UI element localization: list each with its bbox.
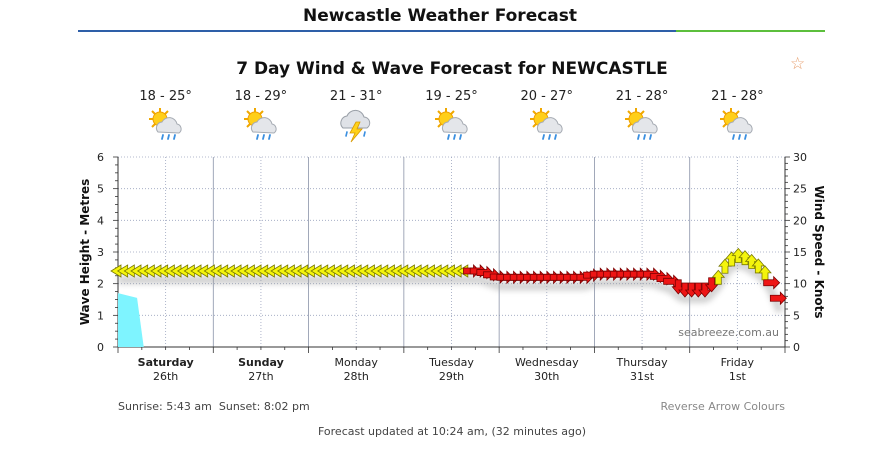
right-tick-label: 10 — [793, 278, 807, 291]
day-label: Wednesday — [515, 356, 579, 369]
left-tick-label: 6 — [97, 151, 104, 164]
weather-icon-row — [0, 106, 880, 146]
title-rule-green — [676, 30, 825, 32]
sun-cloud-rain-icon — [717, 106, 757, 144]
wind-arrow — [758, 265, 772, 281]
watermark-text: seabreeze.com.au — [678, 326, 779, 339]
day-label: Friday — [721, 356, 755, 369]
right-tick-label: 0 — [793, 341, 800, 354]
sun-cloud-rain-icon — [146, 106, 186, 144]
date-label: 1st — [729, 370, 747, 383]
wind-arrow — [704, 277, 719, 293]
left-tick-label: 1 — [97, 309, 104, 322]
day-label: Sunday — [238, 356, 284, 369]
left-tick-label: 2 — [97, 278, 104, 291]
left-axis-title: Wave Height - Metres — [78, 179, 92, 326]
date-label: 27th — [248, 370, 273, 383]
chart-title: 7 Day Wind & Wave Forecast for NEWCASTLE — [236, 59, 668, 79]
sun-cloud-rain-icon — [432, 106, 472, 144]
wind-arrow — [684, 282, 699, 298]
date-label: 28th — [344, 370, 369, 383]
sun-cloud-rain-icon — [527, 106, 567, 144]
sun-times: Sunrise: 5:43 am Sunset: 8:02 pm — [118, 400, 310, 413]
date-label: 30th — [534, 370, 559, 383]
left-tick-label: 4 — [97, 214, 104, 227]
star-outline-icon[interactable]: ☆ — [790, 54, 806, 74]
right-tick-label: 5 — [793, 309, 800, 322]
date-label: 31st — [630, 370, 655, 383]
forecast-updated: Forecast updated at 10:24 am, (32 minute… — [317, 425, 587, 438]
wind-arrow — [731, 247, 746, 263]
title-rule-blue — [78, 30, 676, 32]
day-temperature: 18 - 29° — [234, 89, 288, 104]
day-temperature: 19 - 25° — [425, 89, 478, 104]
wind-arrow — [711, 269, 726, 285]
left-tick-label: 5 — [97, 183, 104, 196]
day-label: Thursday — [615, 356, 668, 369]
wind-arrow — [678, 282, 692, 298]
date-label: 26th — [153, 370, 178, 383]
reverse-arrow-colours-link[interactable]: Reverse Arrow Colours — [660, 400, 786, 413]
day-temperature: 21 - 28° — [711, 89, 764, 104]
right-tick-label: 25 — [793, 183, 807, 196]
sunset-text: Sunset: 8:02 pm — [218, 400, 310, 413]
right-tick-label: 20 — [793, 214, 807, 227]
day-label: Monday — [334, 356, 378, 369]
wind-arrow — [718, 258, 732, 274]
page-title: Newcastle Weather Forecast — [302, 6, 578, 26]
day-temperature: 18 - 25° — [139, 89, 192, 104]
sun-cloud-rain-icon — [622, 106, 662, 144]
day-temperature: 21 - 31° — [329, 89, 383, 104]
wind-arrow — [763, 275, 781, 290]
day-temperature: 21 - 28° — [615, 89, 669, 104]
left-tick-label: 0 — [97, 341, 104, 354]
wave-area — [118, 293, 144, 347]
right-axis-title: Wind Speed - Knots — [812, 185, 826, 318]
day-label: Saturday — [138, 356, 194, 369]
wind-shadow — [118, 259, 784, 314]
sun-cloud-rain-icon — [241, 106, 281, 144]
right-tick-label: 30 — [793, 151, 807, 164]
thunderstorm-icon — [336, 106, 376, 144]
day-label: Tuesday — [428, 356, 474, 369]
wind-arrow — [691, 282, 706, 298]
left-tick-label: 3 — [97, 246, 104, 259]
temperature-row: 18 - 25° 18 - 29° 21 - 31° 19 - 25° 20 - 27°… — [0, 89, 880, 105]
date-label: 29th — [439, 370, 464, 383]
day-temperature: 20 - 27° — [520, 89, 574, 104]
wind-arrow — [769, 291, 787, 306]
sunrise-text: Sunrise: 5:43 am — [118, 400, 212, 413]
right-tick-label: 15 — [793, 246, 807, 259]
